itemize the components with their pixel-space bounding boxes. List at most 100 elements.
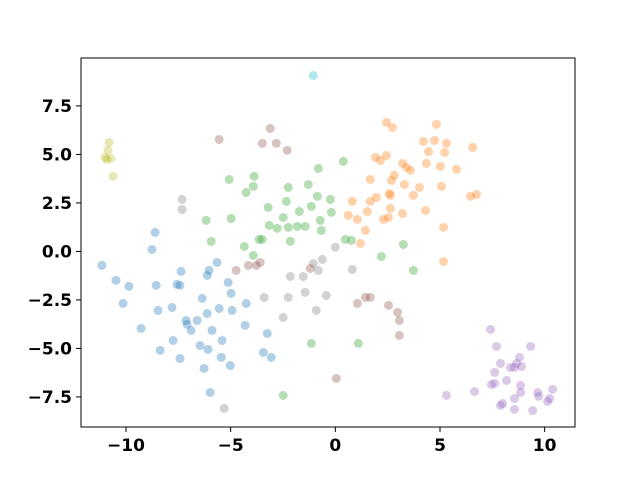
point xyxy=(401,162,411,172)
point xyxy=(360,225,370,235)
x-tick-label: 0 xyxy=(329,436,341,456)
point xyxy=(306,338,316,348)
point xyxy=(217,335,227,345)
point xyxy=(226,288,236,298)
point xyxy=(251,260,261,270)
point xyxy=(316,225,326,235)
point xyxy=(102,154,112,164)
point xyxy=(104,137,114,147)
point xyxy=(254,234,264,244)
point xyxy=(394,315,404,325)
point xyxy=(360,292,370,302)
point xyxy=(317,254,327,264)
point xyxy=(528,406,538,416)
x-tick-label: 5 xyxy=(434,436,446,456)
point xyxy=(468,142,478,152)
point xyxy=(515,352,525,362)
point xyxy=(490,367,500,377)
point xyxy=(202,309,212,319)
point xyxy=(225,361,235,370)
point xyxy=(510,393,520,403)
point xyxy=(545,393,555,403)
y-tick-label: 7.5 xyxy=(42,97,72,117)
point xyxy=(100,152,110,162)
point xyxy=(383,300,393,310)
point xyxy=(440,147,450,157)
point xyxy=(312,191,322,201)
point xyxy=(223,277,233,287)
point xyxy=(512,358,522,368)
point xyxy=(216,352,226,362)
point xyxy=(266,352,276,362)
point xyxy=(241,298,251,308)
point xyxy=(271,138,281,148)
point xyxy=(384,188,394,198)
point xyxy=(241,187,251,197)
point xyxy=(398,208,408,218)
point xyxy=(176,266,186,276)
point xyxy=(306,201,316,211)
point xyxy=(486,380,496,390)
point xyxy=(177,194,187,204)
point xyxy=(257,138,267,148)
point xyxy=(414,182,424,192)
point xyxy=(381,150,391,160)
point xyxy=(305,263,315,273)
point xyxy=(214,134,224,144)
point xyxy=(108,171,118,181)
point xyxy=(330,242,340,252)
point xyxy=(303,179,313,189)
point xyxy=(182,319,192,329)
point xyxy=(283,292,293,302)
y-tick-label: 0.0 xyxy=(42,242,72,262)
point xyxy=(195,341,205,351)
point xyxy=(177,205,187,215)
point xyxy=(516,387,526,397)
point xyxy=(204,265,214,275)
point xyxy=(362,206,372,216)
y-tick-label: −7.5 xyxy=(28,388,72,408)
point xyxy=(326,207,336,217)
point xyxy=(199,363,209,373)
point xyxy=(283,182,293,192)
point xyxy=(219,403,229,413)
point xyxy=(206,236,216,246)
point xyxy=(387,122,397,132)
point xyxy=(321,290,331,300)
point xyxy=(239,241,249,251)
point xyxy=(226,213,236,223)
point xyxy=(378,214,388,224)
point xyxy=(172,279,182,289)
point xyxy=(502,375,512,385)
point xyxy=(168,335,178,345)
point xyxy=(408,265,418,275)
point xyxy=(365,196,375,206)
point xyxy=(315,215,325,225)
point xyxy=(151,280,161,290)
point xyxy=(155,345,165,355)
point xyxy=(243,260,253,270)
y-tick-label: −5.0 xyxy=(28,339,73,359)
point xyxy=(441,390,451,400)
point xyxy=(285,236,295,246)
point xyxy=(181,315,191,325)
x-tick-label: 10 xyxy=(533,436,557,456)
point xyxy=(338,156,348,166)
point xyxy=(452,164,462,174)
point xyxy=(248,250,258,260)
point xyxy=(548,384,558,394)
point xyxy=(313,163,323,173)
point xyxy=(153,305,163,315)
point xyxy=(249,171,259,181)
point xyxy=(355,238,365,248)
point xyxy=(439,257,449,267)
point xyxy=(346,235,356,245)
point xyxy=(506,362,516,372)
point xyxy=(175,280,185,290)
point xyxy=(118,298,128,308)
point xyxy=(347,264,357,274)
point xyxy=(353,338,363,348)
point xyxy=(325,194,335,204)
point xyxy=(436,181,446,191)
point xyxy=(365,174,375,184)
